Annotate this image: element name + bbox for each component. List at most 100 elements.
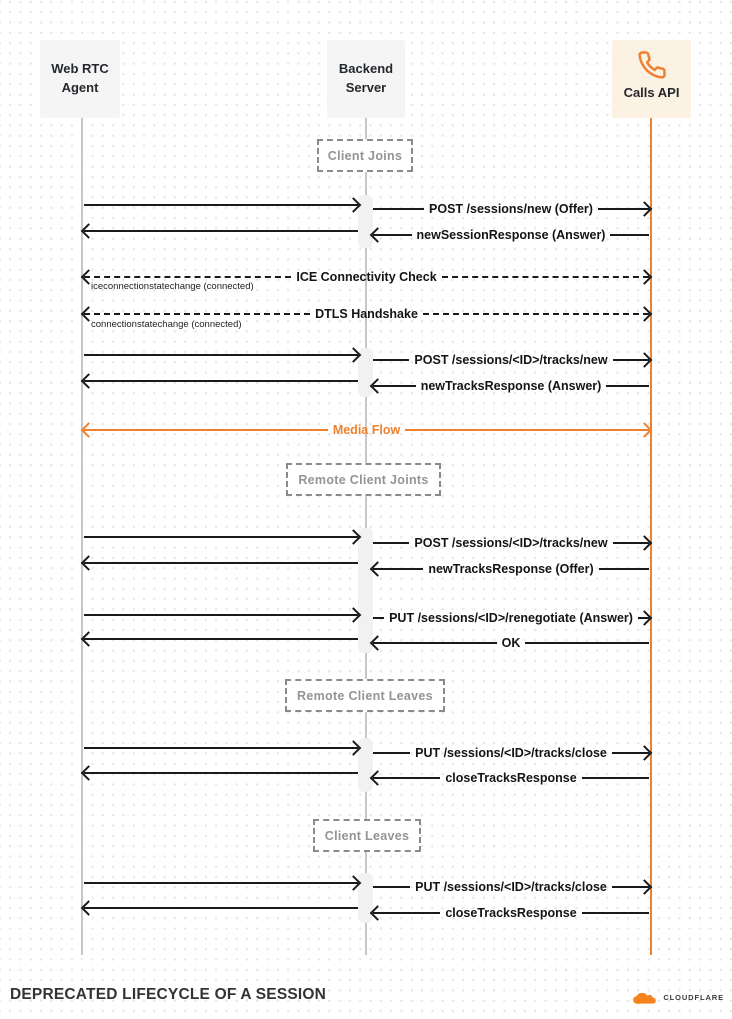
activation-bar [358,195,373,248]
arrow-line [84,276,292,278]
message-label: newSessionResponse (Answer) [416,227,606,242]
message-label: Media Flow [332,422,401,437]
arrow-line [612,359,649,361]
section-label: Remote Client Leaves [297,688,433,703]
arrow-line [373,642,497,644]
arrow-line [581,912,650,914]
arrow-backend-to-agent [80,373,358,389]
arrow-line [405,429,649,431]
lifeline-calls-api [650,118,652,955]
arrow-new-tracks-response-answer: newTracksResponse (Answer) [369,378,649,394]
arrow-backend-to-agent [80,900,358,916]
arrow-backend-to-agent [80,765,358,781]
arrow-agent-to-backend [84,347,362,363]
arrowhead-left-icon [369,905,386,921]
phone-icon [637,51,666,79]
arrow-line [373,385,416,387]
message-label: POST /sessions/new (Offer) [429,201,593,216]
actor-webrtc-agent: Web RTC Agent [40,40,120,118]
actor-label: Server [345,80,387,95]
arrow-line [84,429,328,431]
arrow-line [637,617,650,619]
section-remote-client-leaves: Remote Client Leaves [285,679,445,712]
arrow-line [422,313,649,315]
message-label: POST /sessions/<ID>/tracks/new [414,352,608,367]
diagram-title: DEPRECATED LIFECYCLE OF A SESSION [10,986,327,1003]
message-label: ICE Connectivity Check [296,269,437,284]
arrowhead-left-icon [369,227,386,243]
arrowhead-left-icon [80,900,97,916]
arrow-put-tracks-close: PUT /sessions/<ID>/tracks/close [373,745,653,761]
actor-label: Agent [61,80,99,95]
section-label: Client Joins [327,148,403,163]
arrow-post-tracks-new: POST /sessions/<ID>/tracks/new [373,535,653,551]
message-label: newTracksResponse (Answer) [420,378,602,393]
arrow-line [373,617,385,619]
arrowhead-left-icon [80,765,97,781]
arrow-agent-to-backend [84,529,362,545]
arrow-put-tracks-close: PUT /sessions/<ID>/tracks/close [373,879,653,895]
cloudflare-logo-icon [633,992,657,1005]
arrow-line [84,204,358,206]
arrow-line [441,276,650,278]
section-label: Remote Client Joints [298,472,429,487]
arrow-agent-to-backend [84,607,362,623]
cloudflare-wordmark: CLOUDFLARE [663,993,724,1002]
section-label: Client Leaves [324,828,410,843]
arrow-line [373,752,411,754]
section-remote-client-joints: Remote Client Joints [286,463,441,496]
arrow-line [612,542,649,544]
message-label: POST /sessions/<ID>/tracks/new [414,535,608,550]
arrow-line [84,638,358,640]
activation-bar [358,738,373,792]
arrow-line [84,313,311,315]
arrow-agent-to-backend [84,197,362,213]
arrow-line [84,380,358,382]
activation-bar [358,528,373,653]
arrow-line [597,208,649,210]
message-label: newTracksResponse (Offer) [428,561,594,576]
event-label-connectionstatechange: connectionstatechange (connected) [91,319,242,330]
arrow-ice-connectivity-check: ICE Connectivity Check [80,269,653,285]
arrow-line [373,568,424,570]
arrow-line [84,747,358,749]
message-label: PUT /sessions/<ID>/tracks/close [415,879,607,894]
activation-bar [358,873,373,923]
arrow-line [373,208,425,210]
cloudflare-brand: CLOUDFLARE [630,990,724,1005]
arrowhead-left-icon [80,223,97,239]
arrow-backend-to-agent [80,555,358,571]
actor-calls-api: Calls API [612,40,691,118]
arrow-line [373,912,441,914]
arrow-new-tracks-response-offer: newTracksResponse (Offer) [369,561,649,577]
arrow-close-tracks-response: closeTracksResponse [369,770,650,786]
arrowhead-left-icon [369,561,386,577]
activation-bar [358,348,373,397]
arrow-media-flow: Media Flow [80,422,653,438]
arrow-line [373,777,441,779]
actor-label: Web RTC [51,61,109,77]
arrow-post-sessions-new: POST /sessions/new (Offer) [373,201,653,217]
arrow-line [84,882,358,884]
message-label: closeTracksResponse [445,905,577,920]
arrow-line [373,542,410,544]
message-label: OK [501,635,521,650]
actor-backend-server: Backend Server [327,40,405,118]
actor-label: Backend [338,61,394,77]
message-label: DTLS Handshake [315,306,418,321]
arrow-backend-to-agent [80,223,358,239]
lifeline-webrtc [81,118,83,955]
arrow-line [610,234,650,236]
arrowhead-left-icon [369,770,386,786]
arrow-line [373,234,412,236]
arrowhead-left-icon [80,373,97,389]
section-client-leaves: Client Leaves [313,819,421,852]
arrow-new-session-response: newSessionResponse (Answer) [369,227,650,243]
arrowhead-left-icon [369,378,386,394]
actor-label: Calls API [623,85,680,100]
arrow-line [598,568,649,570]
message-label: PUT /sessions/<ID>/tracks/close [415,745,607,760]
arrowhead-left-icon [369,635,386,651]
event-label-iceconnectionstatechange: iceconnectionstatechange (connected) [91,281,254,292]
